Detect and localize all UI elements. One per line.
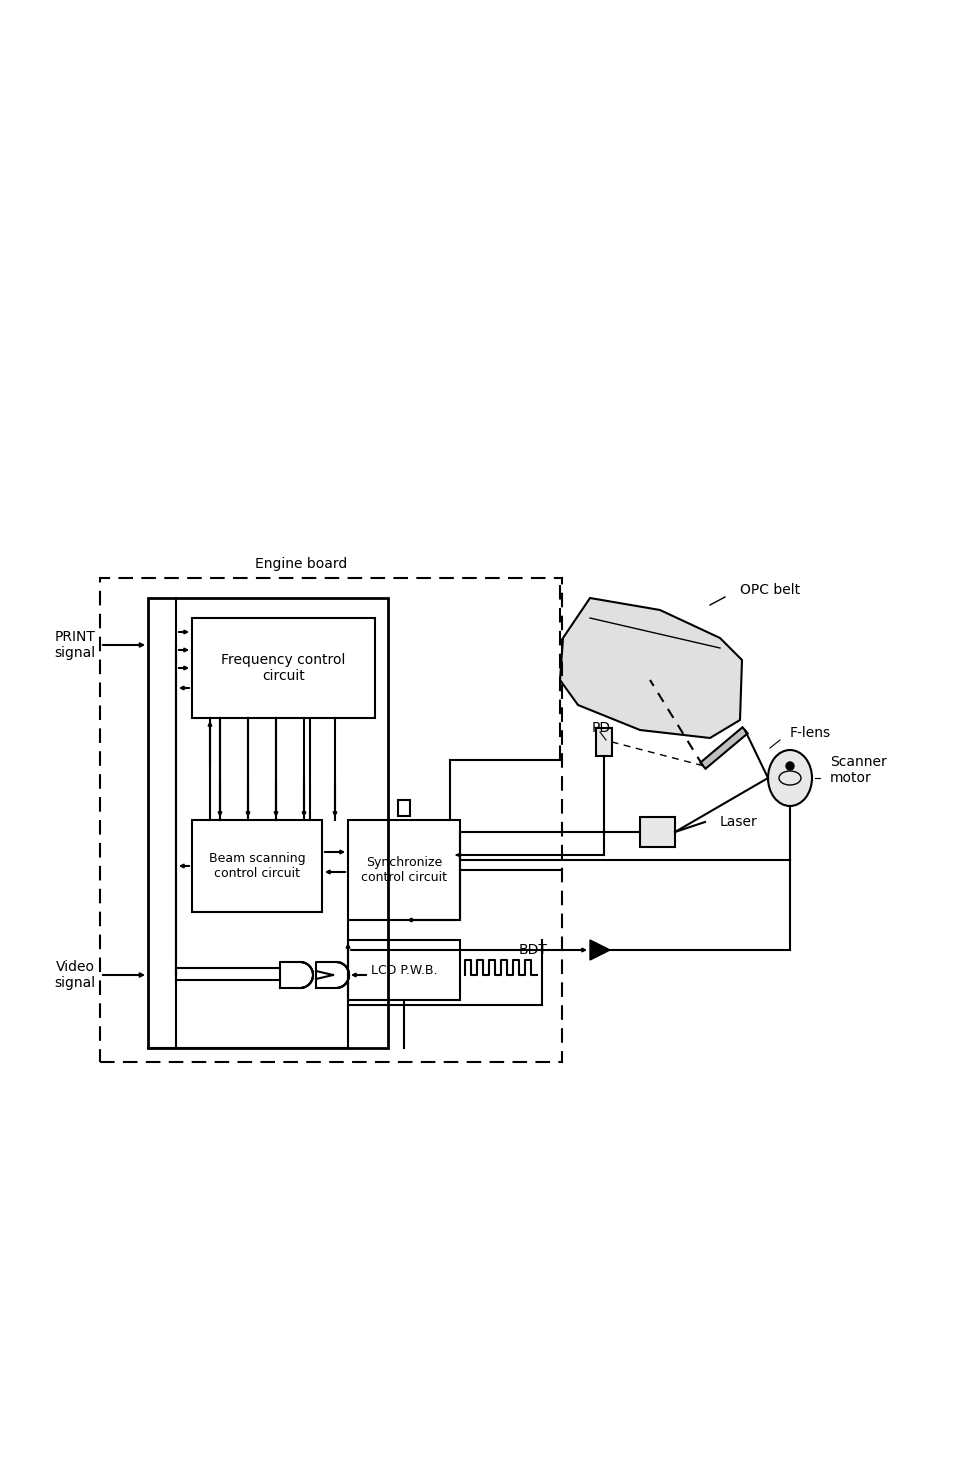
Text: BDT: BDT <box>518 943 547 957</box>
Polygon shape <box>589 940 609 960</box>
Text: F-lens: F-lens <box>789 726 830 740</box>
Ellipse shape <box>767 749 811 805</box>
Text: OPC belt: OPC belt <box>740 583 800 597</box>
Text: Beam scanning
control circuit: Beam scanning control circuit <box>209 853 305 881</box>
Text: Scanner
motor: Scanner motor <box>829 755 886 785</box>
Text: PRINT
signal: PRINT signal <box>54 630 95 661</box>
Circle shape <box>785 763 793 770</box>
Text: Engine board: Engine board <box>254 558 347 571</box>
Bar <box>397 799 410 816</box>
Bar <box>192 618 375 718</box>
Text: Synchronize
control circuit: Synchronize control circuit <box>360 855 447 884</box>
Text: Laser: Laser <box>720 816 757 829</box>
Polygon shape <box>559 597 741 738</box>
Bar <box>639 817 675 847</box>
Bar <box>148 597 388 1049</box>
Text: LCD P.W.B.: LCD P.W.B. <box>371 963 436 976</box>
Text: PD: PD <box>592 721 611 735</box>
Bar <box>192 820 322 912</box>
Text: Frequency control
circuit: Frequency control circuit <box>221 653 345 683</box>
Bar <box>348 820 459 920</box>
Text: Video
signal: Video signal <box>54 960 95 990</box>
Bar <box>100 578 561 1062</box>
Bar <box>348 940 459 1000</box>
Bar <box>596 729 612 757</box>
Polygon shape <box>700 727 747 768</box>
